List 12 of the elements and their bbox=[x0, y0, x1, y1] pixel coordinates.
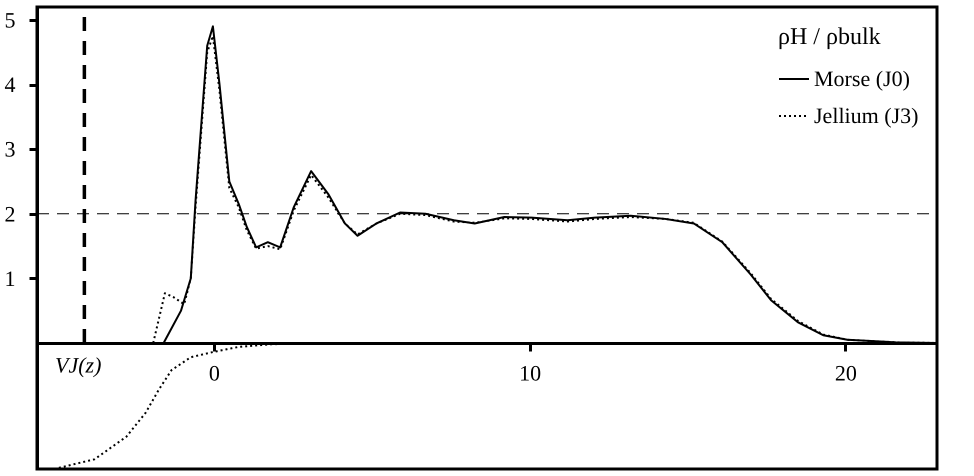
y-tick-label: 2 bbox=[4, 201, 16, 226]
annotation: VJ(z) bbox=[55, 352, 102, 378]
legend-label: Morse (J0) bbox=[814, 66, 910, 91]
x-tick-label: 10 bbox=[519, 360, 542, 386]
y-tick-label: 1 bbox=[4, 266, 16, 291]
y-tick-label: 4 bbox=[4, 72, 16, 98]
y-tick-label: 3 bbox=[4, 136, 16, 162]
x-tick-label: 0 bbox=[208, 360, 220, 386]
x-tick-label: 20 bbox=[834, 360, 857, 386]
legend-title: ρH / ρbulk bbox=[778, 24, 881, 50]
legend-label: Jellium (J3) bbox=[814, 103, 918, 128]
y-tick-label: 5 bbox=[4, 7, 16, 32]
